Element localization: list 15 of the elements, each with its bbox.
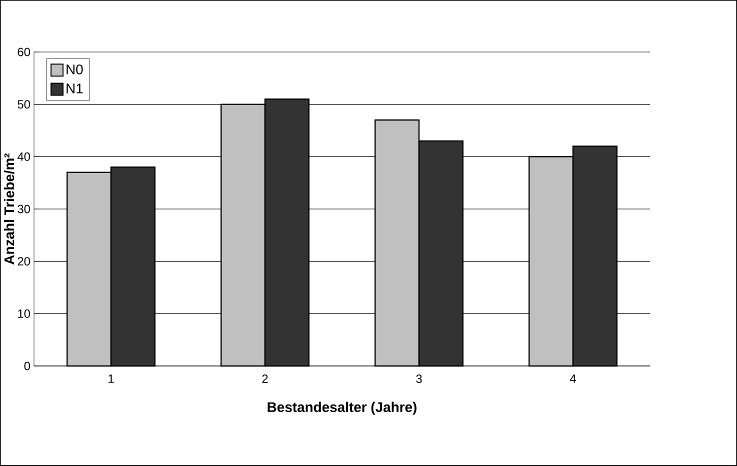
y-tick-label: 0: [24, 362, 30, 370]
y-axis-title: Anzahl Triebe/m²: [4, 153, 14, 264]
x-tick-label: 2: [262, 374, 268, 383]
legend-label: N1: [66, 84, 83, 94]
y-tick-label: 20: [18, 257, 30, 266]
legend-label: N0: [66, 64, 83, 74]
x-axis-title: Bestandesalter (Jahre): [268, 402, 416, 415]
y-tick-label: 40: [17, 152, 30, 161]
x-tick-label: 1: [108, 374, 114, 383]
y-tick-label: 10: [18, 309, 30, 318]
y-tick-label: 60: [18, 48, 30, 56]
x-tick-label: 4: [570, 374, 576, 383]
y-tick-label: 30: [18, 204, 30, 214]
y-tick-label: 50: [18, 100, 30, 109]
x-tick-label: 3: [416, 374, 422, 383]
